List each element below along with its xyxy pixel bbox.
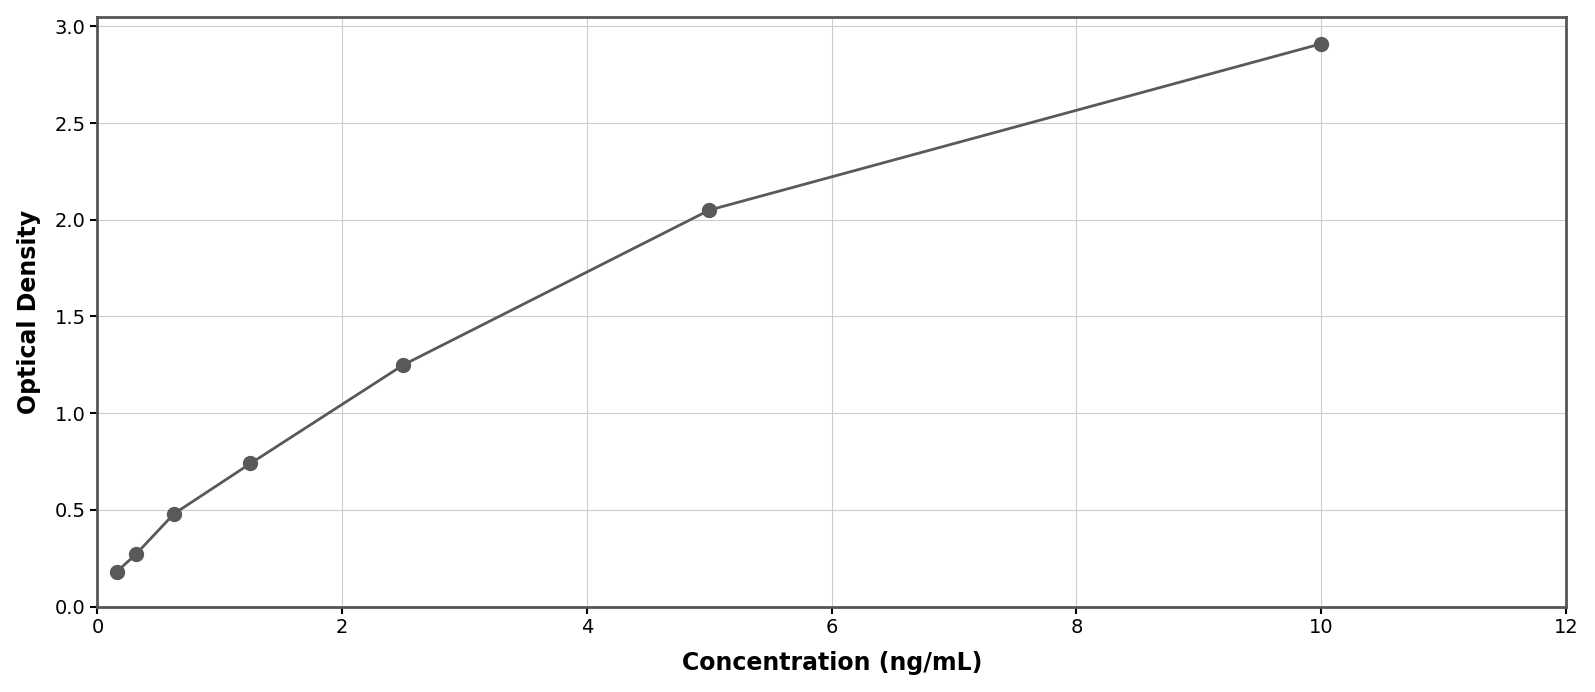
Point bbox=[238, 458, 263, 469]
Point bbox=[104, 566, 129, 577]
Y-axis label: Optical Density: Optical Density bbox=[16, 210, 40, 414]
Point bbox=[1308, 38, 1333, 49]
Point bbox=[123, 549, 148, 560]
X-axis label: Concentration (ng/mL): Concentration (ng/mL) bbox=[681, 651, 983, 675]
Point bbox=[697, 205, 723, 216]
Point bbox=[391, 359, 416, 370]
Point bbox=[161, 508, 187, 519]
